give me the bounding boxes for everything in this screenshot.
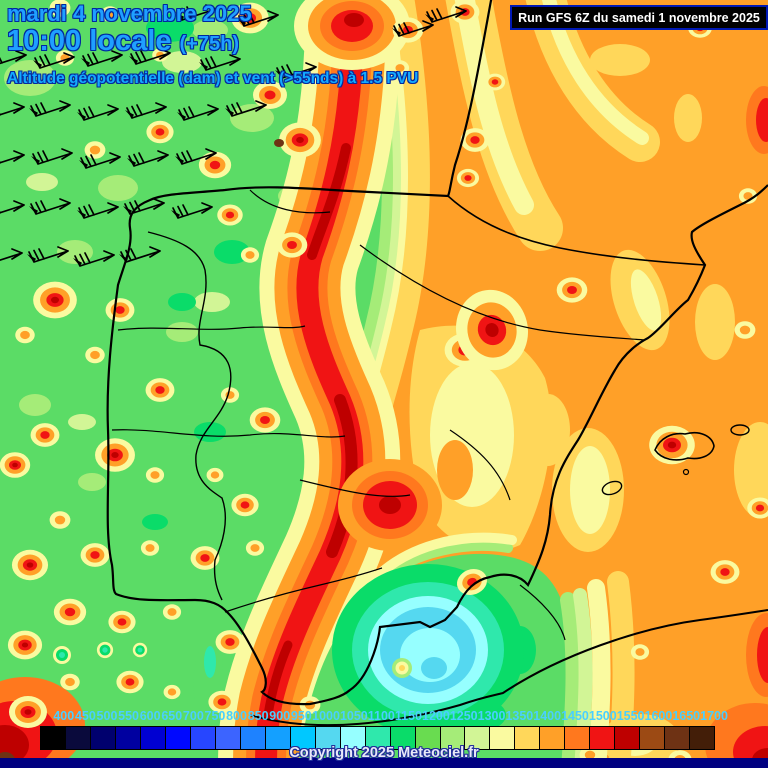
copyright-label: Copyright 2025 Meteociel.fr [289, 745, 479, 761]
legend-tick-label: 450 [74, 709, 96, 723]
coastline-africa [249, 609, 768, 727]
legend-tick-label: 400 [53, 709, 75, 723]
legend-tick-label: 650 [161, 709, 183, 723]
legend-cell [565, 727, 591, 749]
bottom-navy-strip [0, 758, 768, 768]
legend-tick-label: 900 [269, 709, 291, 723]
legend-cell [390, 727, 416, 749]
border-internal-east [449, 429, 566, 641]
island-menorca [730, 424, 750, 436]
legend-cell [665, 727, 691, 749]
legend-color-bar [40, 726, 715, 750]
river-guadalquivir [224, 567, 383, 613]
legend-cell [515, 727, 541, 749]
border-internal-north [249, 189, 331, 214]
legend-cell [140, 727, 166, 749]
legend-cell [315, 727, 341, 749]
legend-tick-label: 1200 [422, 709, 450, 723]
legend-tick-label: 1450 [561, 709, 589, 723]
legend-cell [165, 727, 191, 749]
legend-tick-label: 750 [204, 709, 226, 723]
legend-tick-label: 550 [118, 709, 139, 723]
local-time-label: 10:00 locale [7, 25, 172, 58]
legend-cell [490, 727, 516, 749]
legend-cell [90, 727, 116, 749]
legend-cell [590, 727, 616, 749]
legend-tick-label: 1300 [477, 709, 506, 723]
legend-tick-label: 950 [290, 709, 312, 723]
parameter-label: Altitude géopotentielle (dam) et vent (>… [7, 69, 419, 87]
border-pyrenees [447, 195, 706, 266]
legend-tick-label: 1250 [449, 709, 478, 723]
legend-tick-label: 700 [182, 709, 204, 723]
legend-tick-label: 1400 [533, 709, 562, 723]
legend-cell [65, 727, 91, 749]
legend-cell [215, 727, 241, 749]
legend-cell [265, 727, 291, 749]
legend-cell [240, 727, 266, 749]
run-info-label: Run GFS 6Z du samedi 1 novembre 2025 [518, 10, 760, 25]
legend-cell [415, 727, 441, 749]
legend-tick-label: 1550 [616, 709, 645, 723]
river-ebro [359, 244, 646, 341]
river-douro [117, 325, 306, 331]
valid-time-label: 10:00 locale (+75h) [7, 26, 418, 56]
legend-cell [540, 727, 566, 749]
border-portugal [147, 231, 232, 601]
legend-tick-label: 1700 [700, 709, 728, 723]
legend-cell [465, 727, 491, 749]
legend-tick-label: 1350 [505, 709, 534, 723]
legend-cell [690, 727, 715, 749]
legend-tick-label: 1150 [394, 709, 422, 723]
legend-tick-label: 600 [139, 709, 161, 723]
legend-tick-label: 800 [226, 709, 247, 723]
legend-tick-label: 1500 [588, 709, 617, 723]
legend-cell [340, 727, 366, 749]
legend-tick-label: 1100 [367, 709, 395, 723]
river-tajo [111, 429, 346, 438]
cutoff-low [332, 564, 524, 736]
legend-cell [115, 727, 141, 749]
legend-tick-labels: 400 450 500 550 600 650 700 750 800 850 900 950 1000… [53, 708, 728, 724]
legend-tick-label: 1000 [312, 709, 340, 723]
island-cabrera [682, 468, 690, 476]
legend-cell [41, 727, 66, 749]
island-mallorca [654, 431, 715, 461]
date-label: mardi 4 novembre 2025 [7, 1, 252, 26]
legend-cell [290, 727, 316, 749]
legend-cell [365, 727, 391, 749]
legend-cell [640, 727, 666, 749]
island-ibiza [601, 480, 623, 496]
legend-tick-label: 850 [247, 709, 269, 723]
legend-cell [190, 727, 216, 749]
forecast-offset-label: (+75h) [179, 33, 239, 56]
legend-tick-label: 500 [96, 709, 118, 723]
legend-tick-label: 1650 [672, 709, 701, 723]
title-block: mardi 4 novembre 2025 10:00 locale (+75h… [7, 2, 418, 87]
legend-tick-label: 1600 [644, 709, 673, 723]
legend-cell [440, 727, 466, 749]
legend-cell [615, 727, 641, 749]
legend-tick-label: 1050 [339, 709, 368, 723]
border-internal-centre [299, 479, 411, 497]
run-info-box: Run GFS 6Z du samedi 1 novembre 2025 [510, 5, 768, 30]
